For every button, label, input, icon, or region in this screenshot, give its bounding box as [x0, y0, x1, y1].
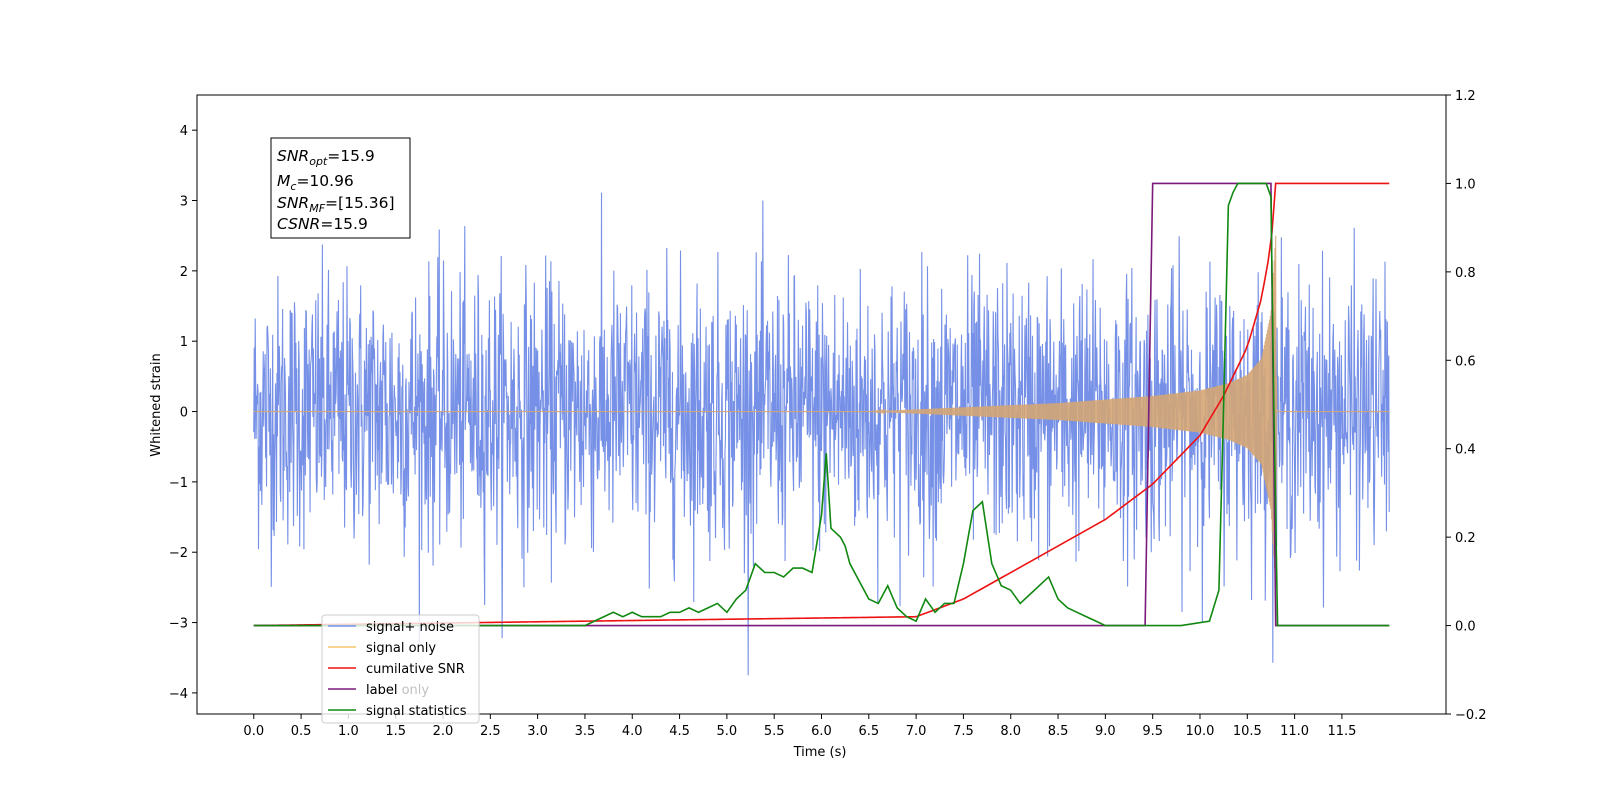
series-signal-statistics [253, 182, 1390, 627]
svg-text:label only: label only [366, 683, 429, 698]
y-left-tick-label: −2 [169, 546, 188, 561]
series-signal-only [253, 235, 1390, 582]
x-tick-label: 10.5 [1233, 724, 1262, 739]
y-right-tick-label: −0.2 [1455, 708, 1487, 723]
x-axis: 0.0 0.5 1.0 1.5 2.0 2.5 3.0 3.5 4.0 4.5 5.0 5.5 6.0 6… [243, 714, 1356, 739]
y-right-tick-label: 0.4 [1455, 443, 1476, 458]
x-tick-label: 4.0 [622, 724, 643, 739]
y-right-tick-label: 1.0 [1455, 177, 1476, 192]
x-tick-label: 6.0 [811, 724, 832, 739]
legend-entry-label: label [328, 683, 397, 698]
x-tick-label: 11.5 [1327, 724, 1356, 739]
x-tick-label: 3.0 [527, 724, 548, 739]
series-signal-noise [253, 192, 1390, 676]
y-right-tick-label: 1.2 [1455, 89, 1476, 104]
legend-entry-signal-statistics: signal statistics [328, 704, 467, 719]
annotation-box: SNRopt=15.9 Mc=10.96 SNRMF=[15.36] CSNR=… [270, 137, 411, 239]
x-tick-label: 7.0 [906, 724, 927, 739]
x-tick-label: 1.5 [385, 724, 406, 739]
legend-entry-signal-only: signal only [328, 641, 436, 656]
series-layer [253, 182, 1390, 676]
x-tick-label: 10.0 [1186, 724, 1215, 739]
x-tick-label: 9.0 [1095, 724, 1116, 739]
y-axis-left: −4 −3 −2 −1 0 1 2 3 4 [169, 124, 197, 702]
y-left-tick-label: −1 [169, 476, 188, 491]
annotation-mc: Mc=10.96 [277, 172, 354, 193]
x-tick-label: 9.5 [1142, 724, 1163, 739]
x-tick-label: 2.5 [480, 724, 501, 739]
svg-text:signal statistics: signal statistics [366, 704, 467, 719]
svg-text:label: label [366, 683, 397, 698]
y-left-tick-label: −3 [169, 617, 188, 632]
y-right-tick-label: 0.8 [1455, 266, 1476, 281]
x-axis-label: Time (s) [793, 745, 847, 760]
y-right-tick-label: 0.6 [1455, 354, 1476, 369]
x-tick-label: 8.0 [1000, 724, 1021, 739]
svg-text:cumilative SNR: cumilative SNR [366, 662, 465, 677]
svg-text:signal only: signal only [366, 641, 436, 656]
x-tick-label: 11.0 [1280, 724, 1309, 739]
y-left-tick-label: −4 [169, 687, 188, 702]
y-left-tick-label: 2 [180, 265, 188, 280]
x-tick-label: 0.5 [291, 724, 312, 739]
x-tick-label: 5.5 [764, 724, 785, 739]
x-tick-label: 2.0 [433, 724, 454, 739]
x-tick-label: 5.0 [717, 724, 738, 739]
y-right-tick-label: 0.0 [1455, 620, 1476, 635]
svg-text:signal+ noise: signal+ noise [366, 620, 454, 635]
annotation-snr-mf: SNRMF=[15.36] [277, 194, 395, 215]
legend-entry-signal-noise: signal+ noise [328, 620, 454, 635]
x-tick-label: 6.5 [858, 724, 879, 739]
legend: signal+ noise signal only cumilative SNR… [321, 614, 480, 724]
x-tick-label: 1.0 [338, 724, 359, 739]
y-left-tick-label: 0 [180, 406, 188, 421]
y-left-tick-label: 3 [180, 195, 188, 210]
x-tick-label: 4.5 [669, 724, 690, 739]
legend-entry-cumulative-snr: cumilative SNR [328, 662, 465, 677]
legend-entry-label-only: label only [366, 683, 429, 698]
y-axis-right: −0.2 0.0 0.2 0.4 0.6 0.8 1.0 1.2 [1446, 89, 1487, 723]
x-tick-label: 8.5 [1048, 724, 1069, 739]
x-tick-label: 0.0 [243, 724, 264, 739]
y-left-tick-label: 4 [180, 124, 188, 139]
x-tick-label: 3.5 [575, 724, 596, 739]
annotation-snr-opt: SNRopt=15.9 [277, 147, 375, 168]
annotation-csnr: CSNR=15.9 [277, 215, 368, 233]
y-axis-left-label: Whitened strain [149, 353, 164, 456]
y-left-tick-label: 1 [180, 335, 188, 350]
x-tick-label: 7.5 [953, 724, 974, 739]
y-right-tick-label: 0.2 [1455, 531, 1476, 546]
